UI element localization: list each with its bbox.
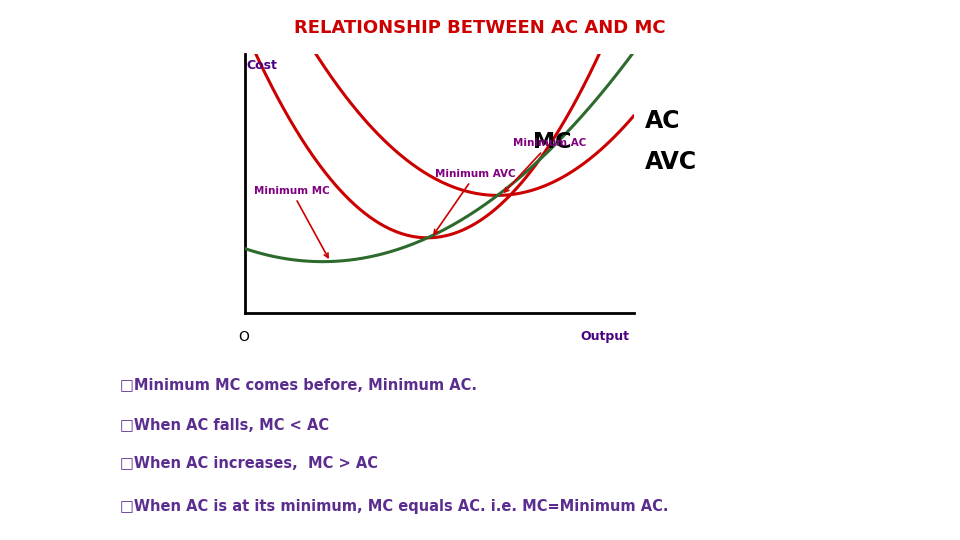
Text: Minimum AC: Minimum AC [505, 138, 587, 192]
Text: AC: AC [645, 110, 681, 133]
Text: AVC: AVC [645, 150, 697, 174]
Text: Cost: Cost [247, 59, 277, 72]
Text: O: O [238, 330, 249, 343]
Text: □When AC falls, MC < AC: □When AC falls, MC < AC [120, 418, 329, 434]
Text: RELATIONSHIP BETWEEN AC AND MC: RELATIONSHIP BETWEEN AC AND MC [294, 19, 666, 37]
Text: □When AC increases,  MC > AC: □When AC increases, MC > AC [120, 456, 378, 471]
Text: Output: Output [581, 330, 630, 343]
Text: Minimum AVC: Minimum AVC [434, 169, 516, 234]
Text: MC: MC [533, 132, 571, 152]
Text: Minimum MC: Minimum MC [253, 186, 329, 258]
Text: □When AC is at its minimum, MC equals AC. i.e. MC=Minimum AC.: □When AC is at its minimum, MC equals AC… [120, 500, 668, 515]
Text: □Minimum MC comes before, Minimum AC.: □Minimum MC comes before, Minimum AC. [120, 378, 477, 393]
